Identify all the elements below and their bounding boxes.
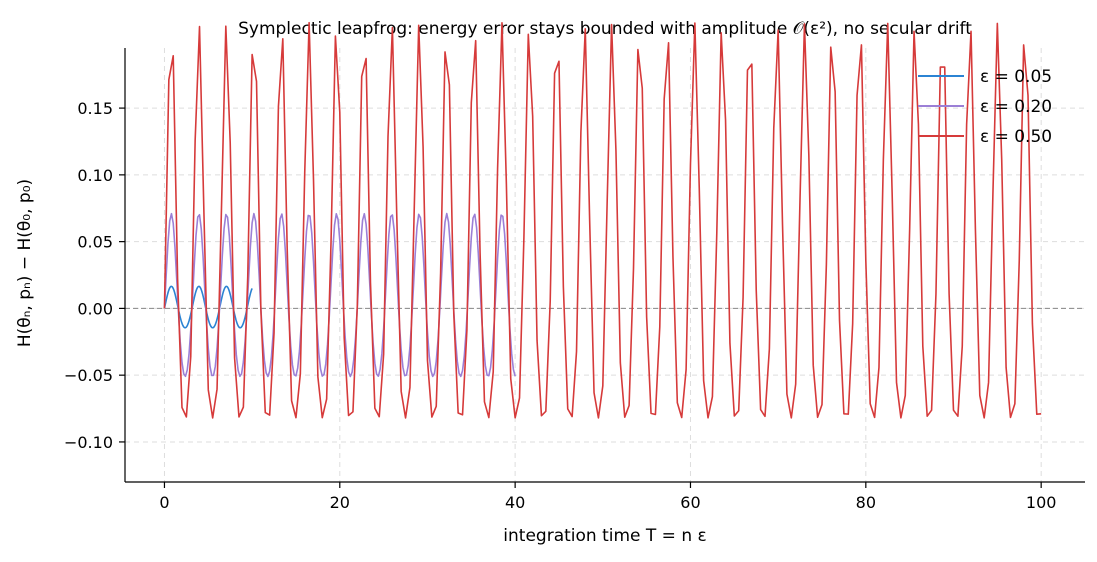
y-tick-label-4: 0.10 — [77, 166, 113, 185]
y-tick-label-5: 0.15 — [77, 99, 113, 118]
y-axis-label: H(θₙ, pₙ) − H(θ₀, p₀) — [15, 179, 35, 347]
y-tick-label-0: −0.10 — [64, 433, 113, 452]
x-tick-label-3: 60 — [680, 493, 700, 512]
legend-label-2: ε = 0.50 — [980, 127, 1052, 147]
legend: ε = 0.05 ε = 0.20 ε = 0.50 — [918, 67, 1052, 147]
x-tick-label-4: 80 — [856, 493, 876, 512]
chart-title: Symplectic leapfrog: energy error stays … — [238, 19, 972, 39]
series-line-1 — [163, 212, 516, 378]
series-line-2 — [163, 21, 1042, 419]
x-tick-label-0: 0 — [159, 493, 169, 512]
x-tick-label-2: 40 — [505, 493, 525, 512]
legend-label-1: ε = 0.20 — [980, 97, 1052, 117]
x-axis-label: integration time T = n ε — [503, 526, 706, 546]
legend-label-0: ε = 0.05 — [980, 67, 1052, 87]
y-tick-label-1: −0.05 — [64, 366, 113, 385]
x-tick-label-5: 100 — [1026, 493, 1057, 512]
series-group — [163, 21, 1042, 419]
x-axis-ticks: 0 20 40 60 80 100 — [159, 482, 1056, 512]
axes — [124, 48, 1085, 483]
y-tick-label-2: 0.00 — [77, 299, 113, 318]
y-tick-label-3: 0.05 — [77, 233, 113, 252]
y-axis-ticks: −0.10 −0.05 0.00 0.05 0.10 0.15 — [64, 99, 125, 452]
x-tick-label-1: 20 — [330, 493, 350, 512]
